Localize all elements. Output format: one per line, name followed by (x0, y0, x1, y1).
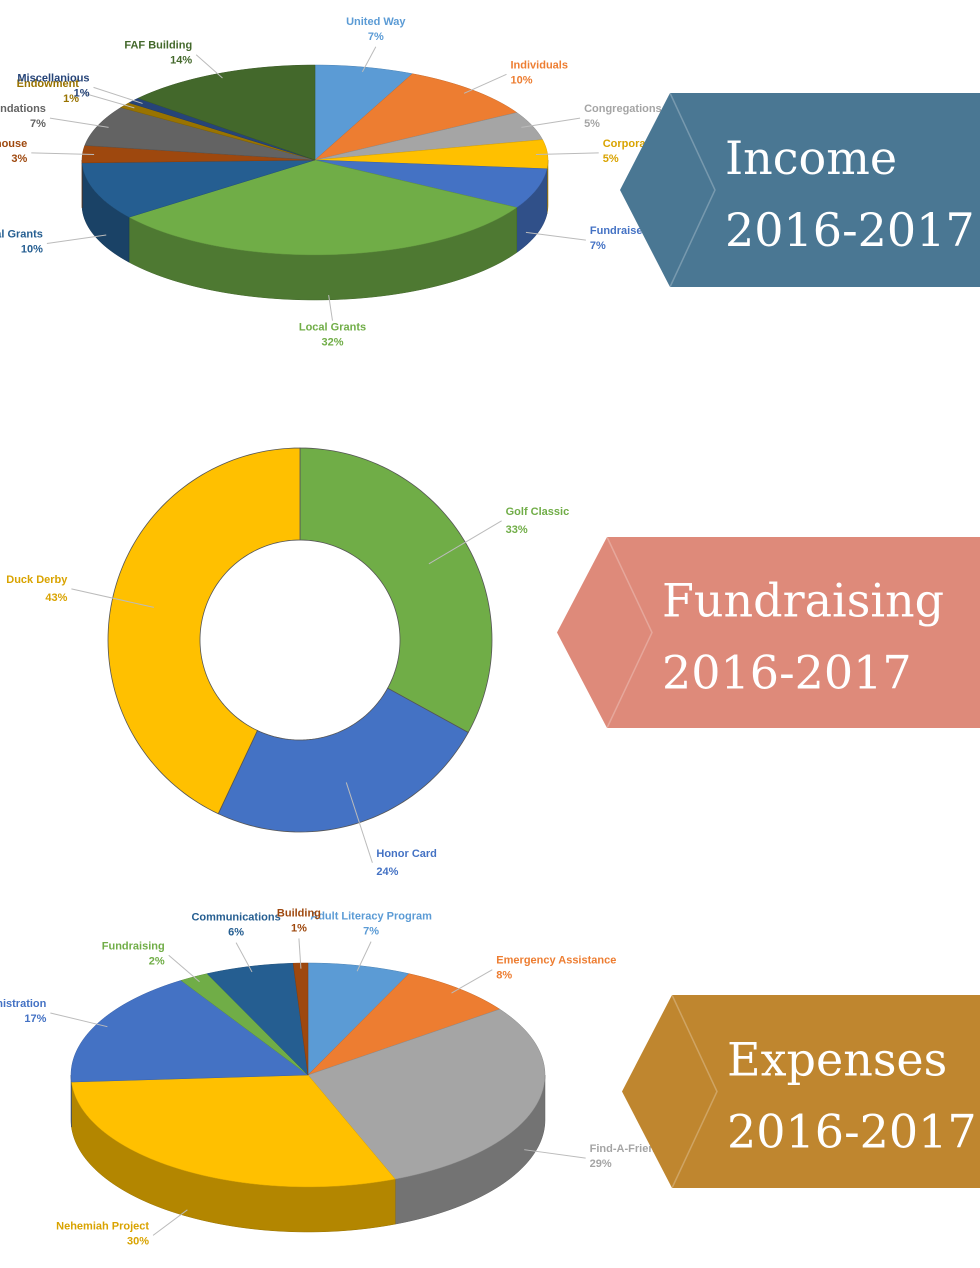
slice-value-label: 1% (291, 922, 307, 934)
slice (314, 159, 548, 208)
slice-value-label: 7% (590, 240, 606, 252)
slice-label: Honor Card (376, 848, 437, 860)
slice-value-label: 2% (149, 955, 165, 967)
leader-line (93, 86, 143, 104)
slice (299, 447, 493, 734)
leader-line (356, 941, 372, 972)
banner (557, 537, 980, 728)
slice-label: United Way (346, 16, 406, 28)
slice-label: FAF Building (124, 40, 192, 52)
slice-label: Communications (191, 912, 280, 924)
slice-label: Golf Classic (506, 506, 570, 518)
slice-value-label: 5% (603, 153, 619, 165)
leader-line (152, 1209, 188, 1236)
leader-line (328, 295, 333, 321)
leader-line (428, 520, 502, 565)
slice-value-label: 33% (506, 524, 528, 536)
leader-line (49, 117, 109, 128)
slice-label: Fundraising (102, 940, 165, 952)
slice-label: Fundraisers (590, 225, 653, 237)
leader-line (50, 1012, 108, 1028)
slice-label: Miscellanious (17, 72, 89, 84)
leader-line (524, 1149, 586, 1159)
banner-title: Fundraising (662, 574, 944, 628)
slice-label: Adult Literacy Program (310, 911, 432, 923)
slice (307, 1008, 546, 1180)
slice-value-label: 8% (496, 970, 512, 982)
leader-line (525, 231, 586, 241)
slice (128, 159, 518, 256)
leader-line (361, 46, 377, 73)
slice-label: Emergency Assistance (496, 955, 616, 967)
banner (620, 93, 980, 287)
slice-label: Find-A-Friend (590, 1143, 662, 1155)
slice (71, 1074, 396, 1188)
leader-line (46, 234, 107, 245)
slice-value-label: 30% (127, 1235, 149, 1247)
slice-label: Local Grants (299, 322, 366, 334)
leader-line (71, 588, 154, 608)
slice-value-label: 1% (74, 87, 90, 99)
leader-line (535, 152, 599, 155)
banner-title: Expenses (727, 1033, 947, 1087)
slice (107, 447, 301, 815)
slice-label: Building (277, 907, 321, 919)
slice-value-label: 43% (45, 592, 67, 604)
slice-label: Individuals (511, 59, 568, 71)
slice-value-label: 32% (321, 337, 343, 349)
slice-value-label: 10% (511, 74, 533, 86)
slice-label: Federal Grants (0, 229, 43, 241)
banner-edge (606, 536, 653, 729)
slice-value-label: 7% (30, 118, 46, 130)
slice-value-label: 3% (11, 153, 27, 165)
slice-value-label: 29% (590, 1158, 612, 1170)
banner-title: Income (725, 131, 897, 185)
slice-label: Foundations (0, 103, 46, 115)
slice-label: Re-Store Warehouse (0, 138, 27, 150)
pie-0: United Way 7% Individuals 10% Congregations 5… (0, 16, 672, 349)
slice (81, 159, 316, 218)
leader-line (451, 969, 493, 994)
slice-label: Endowment (17, 78, 80, 90)
leader-line (168, 954, 200, 983)
slice-value-label: 7% (363, 926, 379, 938)
pie-2: Adult Literacy Program 7% Emergency Assist… (0, 907, 662, 1247)
banner-subtitle: 2016-2017 (662, 646, 912, 700)
slice-label: Congregations (584, 103, 662, 115)
slice-value-label: 7% (368, 31, 384, 43)
banner-subtitle: 2016-2017 (725, 203, 975, 257)
leader-line (195, 54, 223, 79)
pie-1: Golf Classic 33% Honor Card 24% Duck Derby 43… (6, 447, 570, 878)
leader-line (345, 782, 373, 863)
leader-line (521, 117, 581, 128)
banner-edge (671, 994, 718, 1189)
slice-label: Nehemiah Project (56, 1220, 149, 1232)
slice-value-label: 24% (376, 866, 398, 878)
banner-subtitle: 2016-2017 (727, 1105, 977, 1159)
slice-value-label: 17% (24, 1013, 46, 1025)
leader-line (463, 73, 507, 94)
leader-line (298, 938, 302, 969)
slice-label: Administration (0, 998, 47, 1010)
slice-value-label: 1% (63, 93, 79, 105)
banner (622, 995, 980, 1188)
banner-edge (669, 92, 716, 288)
leader-line (31, 152, 95, 155)
leader-line (82, 92, 135, 109)
slice-value-label: 5% (584, 118, 600, 130)
slice-label: Duck Derby (6, 574, 68, 586)
leader-line (235, 942, 253, 973)
slice-value-label: 6% (228, 927, 244, 939)
slice-value-label: 14% (170, 55, 192, 67)
slice-value-label: 10% (21, 244, 43, 256)
